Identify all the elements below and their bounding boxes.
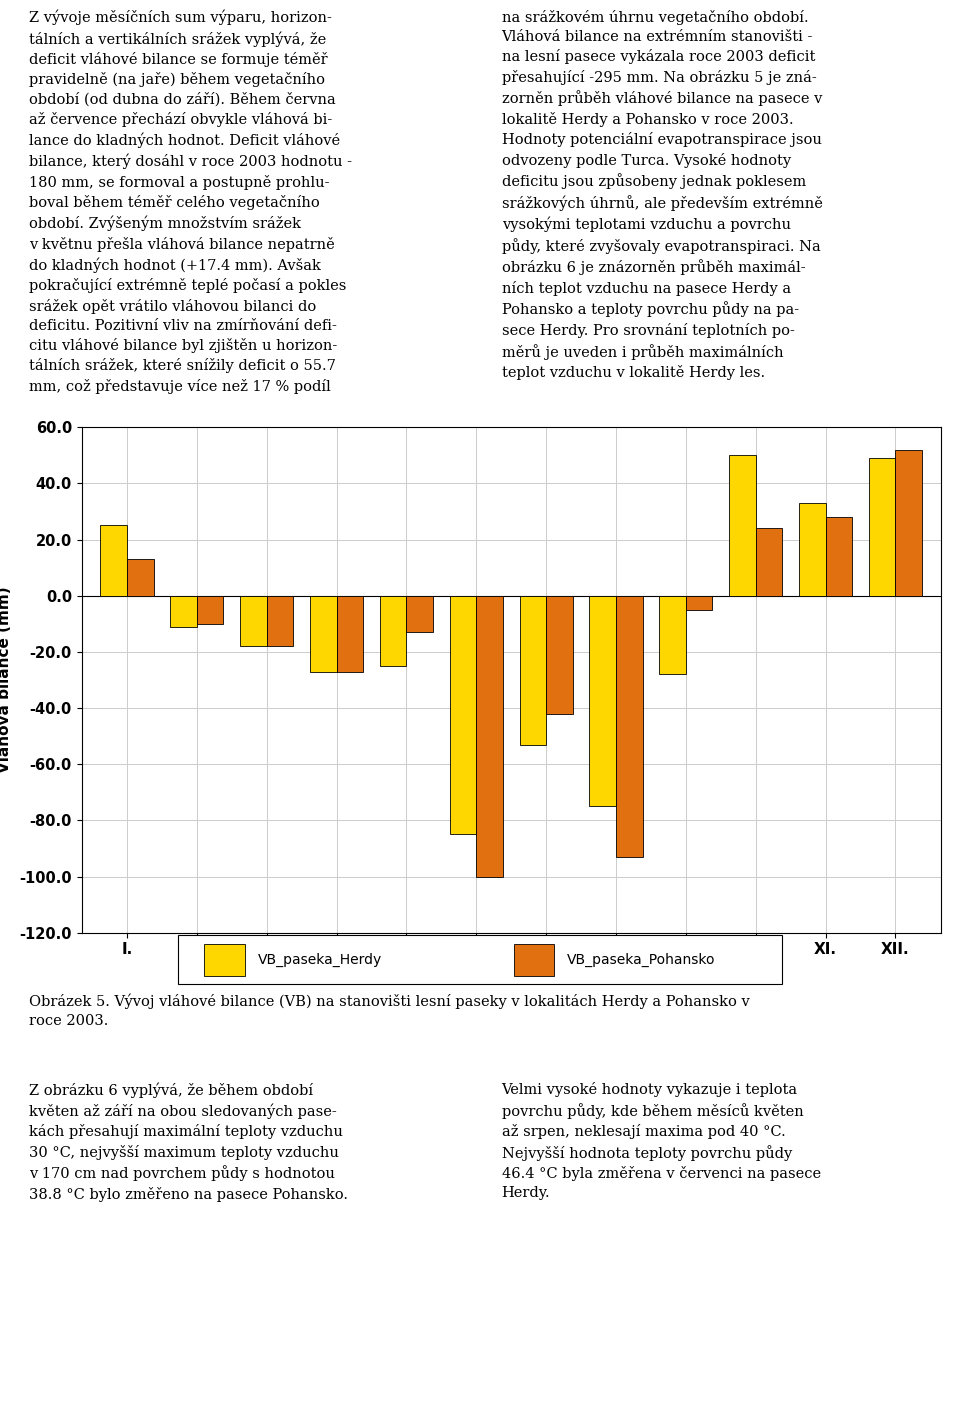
Text: Velmi vysoké hodnoty vykazuje i teplota
povrchu půdy, kde během měsíců květen
až: Velmi vysoké hodnoty vykazuje i teplota … [501,1082,821,1200]
Bar [519,595,546,745]
Bar [449,595,476,834]
Bar [406,595,433,632]
Bar [756,528,782,595]
FancyBboxPatch shape [514,944,554,975]
Bar [896,450,922,595]
Bar [197,595,224,624]
Bar [546,595,573,713]
Bar [589,595,616,806]
Bar [616,595,642,857]
FancyBboxPatch shape [204,944,245,975]
Text: Obrázek 5. Vývoj vláhové bilance (VB) na stanovišti lesní paseky v lokalitách He: Obrázek 5. Vývoj vláhové bilance (VB) na… [29,994,750,1028]
Bar [799,503,826,595]
Bar [310,595,337,672]
Bar [267,595,293,646]
Text: na srážkovém úhrnu vegetačního období.
Vláhová bilance na extrémním stanovišti -: na srážkovém úhrnu vegetačního období. V… [501,10,823,380]
Bar [826,517,852,595]
Text: Z obrázku 6 vyplývá, že během období
květen až září na obou sledovaných pase-
ká: Z obrázku 6 vyplývá, že během období kvě… [29,1082,348,1202]
Bar [337,595,363,672]
Bar [240,595,267,646]
Text: VB_paseka_Herdy: VB_paseka_Herdy [258,953,382,967]
Bar [170,595,197,627]
X-axis label: Měsíce: Měsíce [479,965,543,984]
Y-axis label: Vláhová bilance (mm): Vláhová bilance (mm) [0,587,12,773]
Bar [476,595,503,877]
Bar [101,525,127,595]
Bar [127,560,154,595]
Bar [869,459,896,595]
Text: VB_paseka_Pohansko: VB_paseka_Pohansko [567,953,716,967]
Bar [380,595,406,666]
Text: Z vývoje měsíčních sum výparu, horizon-
tálních a vertikálních srážek vyplývá, ž: Z vývoje měsíčních sum výparu, horizon- … [29,10,351,394]
FancyBboxPatch shape [178,936,782,984]
Bar [660,595,685,675]
Bar [685,595,712,609]
Bar [730,456,756,595]
